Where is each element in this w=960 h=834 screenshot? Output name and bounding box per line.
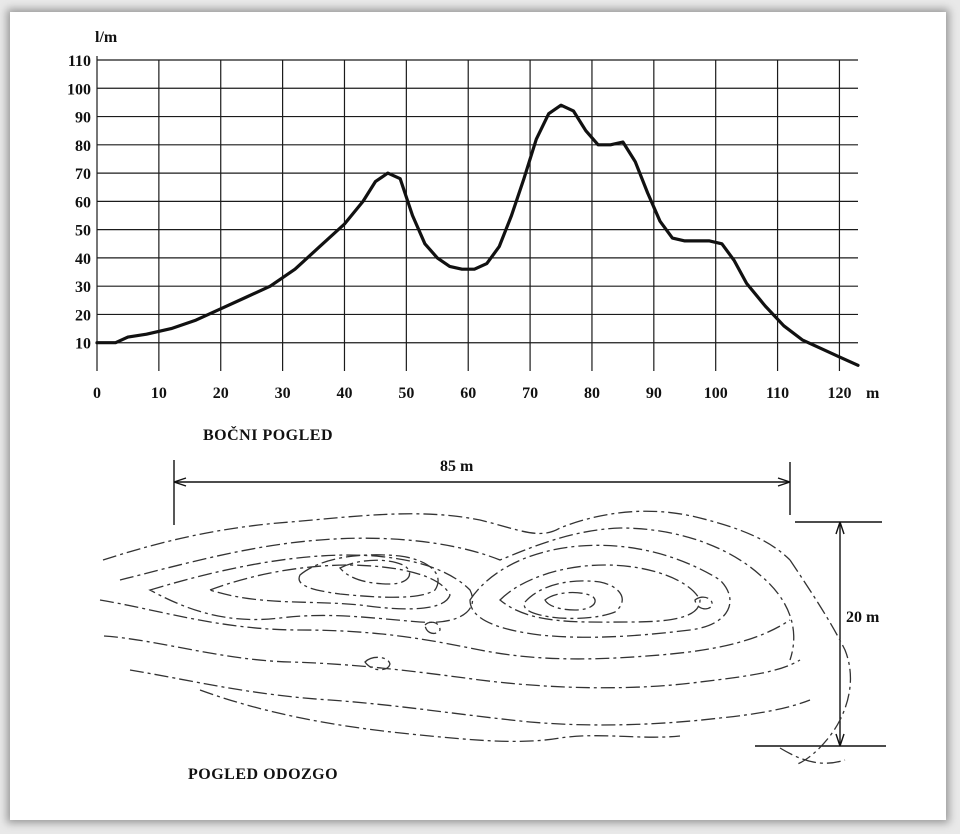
contour-lower-1 bbox=[99, 599, 791, 660]
y-tick-labels: 10 20 30 40 50 60 70 80 90 100 110 bbox=[67, 53, 91, 353]
contour-right-lobe-2 bbox=[499, 564, 701, 623]
x-tick-label: 40 bbox=[336, 385, 352, 402]
y-tick-label: 70 bbox=[75, 166, 91, 183]
x-tick-label: 70 bbox=[522, 385, 538, 402]
x-tick-label: 10 bbox=[151, 385, 167, 402]
x-axis-label: m bbox=[866, 385, 880, 402]
y-tick-label: 30 bbox=[75, 279, 91, 296]
contour-right-peak-1 bbox=[523, 580, 623, 620]
y-tick-label: 80 bbox=[75, 138, 91, 155]
contour-lines bbox=[99, 510, 852, 766]
contour-lower-4 bbox=[199, 689, 681, 743]
contour-lower-3 bbox=[129, 669, 811, 726]
x-tick-label: 50 bbox=[398, 385, 414, 402]
x-tick-label: 20 bbox=[213, 385, 229, 402]
contour-lower-2 bbox=[103, 635, 801, 689]
contour-outer-mid bbox=[119, 527, 795, 661]
contour-left-peak-2 bbox=[338, 559, 411, 585]
contour-small-loop-1 bbox=[364, 656, 391, 671]
series-line bbox=[95, 103, 860, 367]
contour-bottom-tail bbox=[779, 747, 846, 764]
contour-small-loop-2 bbox=[424, 621, 441, 635]
dim-20-arrows bbox=[835, 521, 845, 747]
y-tick-label: 100 bbox=[67, 81, 91, 98]
contour-right-tail bbox=[789, 559, 852, 766]
side-view-chart: 0 10 20 30 40 50 60 70 80 90 100 110 120 10 20 30 40 50 6… bbox=[67, 29, 880, 444]
y-tick-label: 20 bbox=[75, 307, 91, 324]
contour-right-peak-2 bbox=[544, 591, 596, 611]
contour-right-lobe-1 bbox=[469, 544, 731, 638]
x-tick-label: 100 bbox=[704, 385, 728, 402]
x-tick-label: 120 bbox=[827, 385, 851, 402]
contour-left-lobe-1 bbox=[148, 554, 474, 624]
y-tick-label: 50 bbox=[75, 223, 91, 240]
y-tick-label: 40 bbox=[75, 251, 91, 268]
x-tick-labels: 0 10 20 30 40 50 60 70 80 90 100 110 120 bbox=[93, 385, 851, 402]
contour-small-loop-3 bbox=[694, 596, 713, 610]
chart-grid bbox=[96, 56, 858, 371]
contour-left-peak-1 bbox=[298, 554, 439, 598]
dim-85-label: 85 m bbox=[440, 458, 474, 475]
side-view-title: BOČNI POGLED bbox=[203, 425, 333, 444]
y-tick-label: 10 bbox=[75, 336, 91, 353]
dim-85-arrows bbox=[173, 477, 791, 487]
x-tick-label: 30 bbox=[275, 385, 291, 402]
x-tick-label: 90 bbox=[646, 385, 662, 402]
y-tick-label: 90 bbox=[75, 110, 91, 127]
top-view-diagram: 85 m 20 m POGLED bbox=[99, 458, 886, 783]
contour-outer-top bbox=[102, 510, 791, 561]
y-tick-label: 110 bbox=[68, 53, 91, 70]
x-tick-label: 60 bbox=[460, 385, 476, 402]
figure-frame bbox=[10, 12, 946, 820]
y-axis-label: l/m bbox=[95, 29, 118, 46]
x-tick-label: 80 bbox=[584, 385, 600, 402]
contour-left-lobe-2 bbox=[208, 564, 451, 610]
dim-20-label: 20 m bbox=[846, 609, 880, 626]
x-tick-label: 110 bbox=[766, 385, 789, 402]
y-tick-label: 60 bbox=[75, 194, 91, 211]
top-view-title: POGLED ODOZGO bbox=[188, 766, 338, 783]
x-tick-label: 0 bbox=[93, 385, 101, 402]
